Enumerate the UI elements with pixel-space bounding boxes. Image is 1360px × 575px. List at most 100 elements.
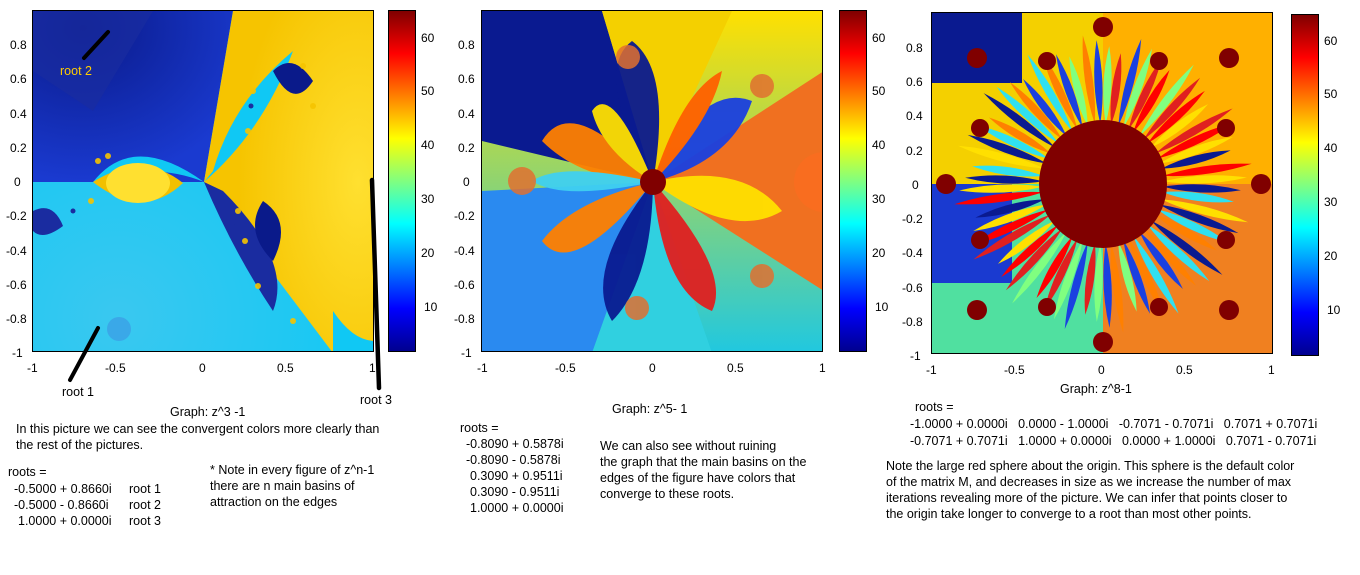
side-note-line: there are n main basins of — [210, 479, 355, 493]
paragraph-3: Note the large red sphere about the orig… — [886, 458, 1294, 522]
petal-stripe — [967, 134, 1047, 164]
y-tick: 0 — [912, 178, 919, 192]
root-row: -0.5000 - 0.8660i root 2 — [14, 497, 161, 513]
petal-stripe — [1147, 224, 1210, 282]
annotation-strokes-1 — [68, 30, 382, 391]
petal-stripe — [1162, 163, 1252, 177]
colorbar-tick: 30 — [1324, 195, 1338, 209]
colorbar-tick: 50 — [1324, 87, 1338, 101]
y-tick: 0.6 — [10, 72, 27, 86]
petal-stripe — [1133, 69, 1170, 133]
colorbar-tick: 60 — [1324, 34, 1338, 48]
petal-stripe — [1064, 242, 1088, 330]
x-tick: -1 — [477, 361, 488, 375]
y-tick: 0.8 — [458, 38, 475, 52]
annotation-root1: root 1 — [62, 385, 94, 399]
graph-title-2: Graph: z^5- 1 — [612, 402, 688, 416]
y-tick: 0.4 — [10, 107, 27, 121]
x-tick: 1 — [369, 361, 376, 375]
petal-stripe — [1044, 238, 1078, 309]
petal-stripe — [1094, 40, 1103, 125]
intro-line: In this picture we can see the convergen… — [16, 422, 380, 436]
y-tick: 0.8 — [906, 41, 923, 55]
petal-stripe — [1012, 231, 1067, 304]
petal-stripe — [988, 117, 1052, 154]
colorbar-tick: 10 — [1327, 303, 1341, 317]
root-label: root 1 — [129, 482, 161, 496]
petal-stripe — [972, 165, 1044, 177]
plot-area-3 — [931, 12, 1273, 354]
y-tick: -0.6 — [454, 278, 475, 292]
petal-stripe — [1110, 243, 1124, 333]
root-row: -0.5000 + 0.8660i root 1 — [14, 481, 161, 497]
petal-stripe — [1157, 122, 1234, 159]
colorbar-tick: 40 — [1324, 141, 1338, 155]
root-row: -0.8090 + 0.5878i — [466, 437, 564, 451]
root-label: root 3 — [129, 514, 161, 528]
petal-stripe — [1027, 54, 1073, 133]
chart-2: 0.8 0.6 0.4 0.2 0 -0.2 -0.4 -0.6 -0.8 -1… — [450, 0, 888, 575]
petal-stripe — [1162, 191, 1234, 203]
root1-stroke — [68, 326, 100, 382]
y-tick: -0.8 — [902, 315, 923, 329]
plot-area-1 — [32, 10, 374, 352]
root-row: 1.0000 + 0.0000i — [470, 501, 564, 515]
side-note-line: We can also see without ruining — [600, 439, 777, 453]
y-tick: -0.4 — [6, 244, 27, 258]
y-tick: -0.6 — [902, 281, 923, 295]
y-tick: -0.8 — [454, 312, 475, 326]
side-note-line: attraction on the edges — [210, 495, 338, 509]
side-note-1: * Note in every figure of z^n-1 there ar… — [210, 462, 374, 510]
x-tick: -0.5 — [555, 361, 576, 375]
petal-stripe — [1082, 35, 1096, 125]
x-tick: 0 — [649, 361, 656, 375]
y-tick: 0.2 — [906, 144, 923, 158]
petal-stripe — [1161, 199, 1249, 223]
side-note-line: * Note in every figure of z^n-1 — [210, 463, 375, 477]
petal-stripe — [1123, 48, 1153, 128]
colorbar-tick: 60 — [421, 31, 435, 45]
y-tick: 0.6 — [458, 72, 475, 86]
colorbar-tick: 50 — [872, 84, 886, 98]
roots-label-3: roots = — [915, 400, 954, 414]
graph-title-3: Graph: z^8-1 — [1060, 382, 1132, 396]
chart-3: 0.8 0.6 0.4 0.2 0 -0.2 -0.4 -0.6 -0.8 -1… — [880, 0, 1360, 575]
colorbar-tick: 40 — [872, 138, 886, 152]
petal-stripe — [1159, 136, 1233, 164]
y-tick: -0.4 — [454, 244, 475, 258]
petal-stripe — [1162, 184, 1241, 193]
y-tick: 0.4 — [458, 107, 475, 121]
fractal-image-2 — [482, 11, 822, 351]
petal-stripe — [957, 145, 1045, 169]
chart-1: 0.8 0.6 0.4 0.2 0 -0.2 -0.4 -0.6 -0.8 -1… — [0, 0, 450, 575]
x-tick: 1 — [819, 361, 826, 375]
petal-stripe — [1150, 104, 1209, 148]
petal-stripe — [1053, 240, 1083, 320]
colorbar-tick: 50 — [421, 84, 435, 98]
root-label: root 2 — [129, 498, 161, 512]
roots-label-1: roots = — [8, 465, 47, 479]
colorbar-tick: 30 — [421, 192, 435, 206]
root-row: 1.0000 + 0.0000i root 3 — [14, 513, 161, 529]
root-row: 0.3090 - 0.9511i — [470, 485, 560, 499]
colorbar-tick: 10 — [424, 300, 438, 314]
side-note-line: the graph that the main basins on the — [600, 455, 807, 469]
x-tick: 0.5 — [1176, 363, 1193, 377]
colorbar-tick: 10 — [875, 300, 889, 314]
petal-stripe — [1128, 238, 1165, 315]
petal-stripe — [1084, 243, 1096, 315]
fractal-image-3 — [932, 13, 1272, 353]
root-row: -0.8090 - 0.5878i — [466, 453, 561, 467]
petal-stripe — [1154, 108, 1233, 154]
petal-stripe — [983, 93, 1056, 148]
paragraph-line: the origin take longer to converge to a … — [886, 507, 1252, 521]
petal-stripe — [1118, 38, 1142, 126]
colorbar-2 — [839, 10, 867, 352]
petal-stripe — [978, 125, 1049, 159]
annotation-root3: root 3 — [360, 393, 392, 407]
petal-stripe — [954, 191, 1044, 205]
root-row: 0.3090 + 0.9511i — [470, 469, 563, 483]
x-tick: 1 — [1268, 363, 1275, 377]
plot-area-2 — [481, 10, 823, 352]
y-tick: -0.2 — [454, 209, 475, 223]
